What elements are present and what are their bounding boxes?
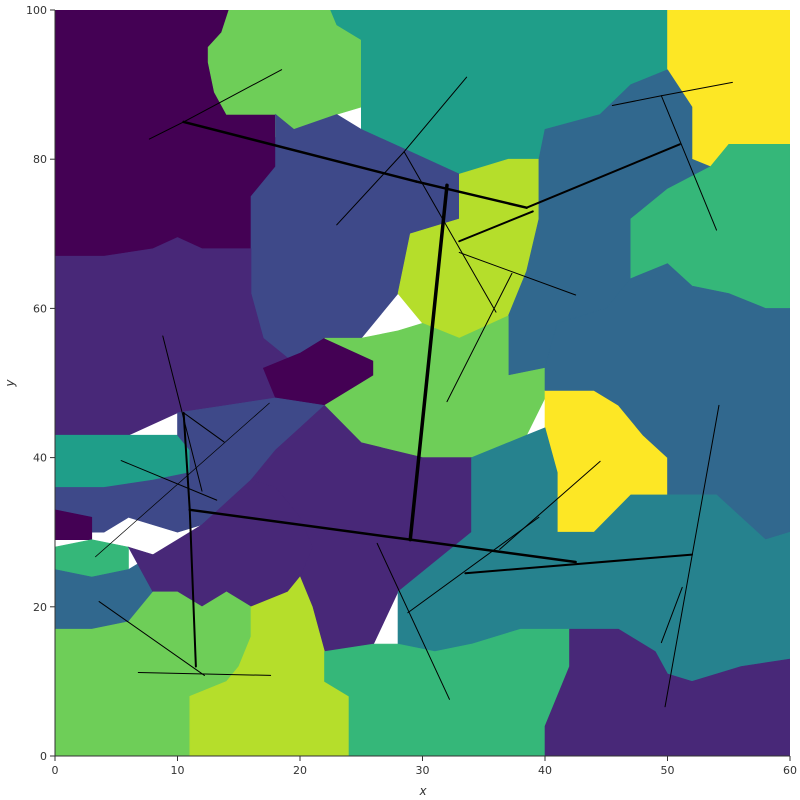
heatmap-region-10 — [324, 315, 546, 458]
graph-segment-17 — [611, 95, 662, 106]
y-tick-label: 100 — [26, 4, 47, 17]
graph-segment-14 — [403, 151, 497, 313]
graph-segment-1 — [415, 180, 528, 209]
graph-segment-24 — [98, 601, 205, 676]
x-tick-label: 50 — [661, 764, 675, 777]
y-tick-label: 80 — [33, 153, 47, 166]
graph-segment-5 — [188, 508, 412, 541]
graph-segment-3 — [408, 183, 449, 542]
graph-segment-16 — [446, 272, 513, 403]
graph-segment-0 — [182, 120, 418, 183]
graph-segment-7 — [464, 553, 693, 575]
graph-segment-4 — [458, 210, 534, 243]
graph-segment-18 — [660, 81, 733, 97]
graph-segment-15 — [458, 251, 577, 296]
y-tick-label: 0 — [40, 750, 47, 763]
heatmap-region-8 — [55, 237, 301, 436]
graph-segment-25 — [137, 671, 272, 676]
y-ticks: 0 20 40 60 80 100 — [26, 4, 55, 763]
x-tick-label: 20 — [293, 764, 307, 777]
x-axis-label: x — [418, 784, 427, 798]
y-tick-label: 60 — [33, 302, 47, 315]
x-tick-label: 30 — [416, 764, 430, 777]
graph-segment-27 — [407, 516, 540, 614]
heatmap-regions — [55, 10, 790, 756]
graph-segment-19 — [660, 95, 717, 231]
x-tick-label: 60 — [783, 764, 797, 777]
x-ticks: 0 10 20 30 40 50 60 — [52, 756, 797, 777]
heatmap-region-16 — [55, 539, 129, 578]
graph-segment-13 — [403, 76, 468, 153]
graph-segment-26 — [376, 542, 450, 700]
graph-segment-29 — [664, 404, 720, 708]
x-tick-label: 10 — [171, 764, 185, 777]
graph-segment-9 — [188, 508, 197, 668]
graph-segment-23 — [95, 402, 270, 558]
graph-segment-11 — [148, 121, 185, 140]
graph-segment-21 — [183, 412, 225, 443]
y-tick-label: 40 — [33, 452, 47, 465]
x-tick-label: 0 — [52, 764, 59, 777]
y-tick-label: 20 — [33, 601, 47, 614]
graph-segments — [95, 69, 733, 708]
graph-segment-8 — [182, 411, 191, 511]
x-tick-label: 40 — [538, 764, 552, 777]
graph-segment-30 — [660, 586, 683, 644]
graph-segment-12 — [336, 151, 405, 226]
graph-segment-28 — [499, 460, 601, 550]
graph-segment-2 — [525, 143, 681, 209]
graph-segment-10 — [183, 69, 283, 123]
graph-segment-20 — [162, 335, 203, 492]
y-axis-label: y — [3, 379, 17, 388]
graph-segment-22 — [120, 460, 218, 501]
